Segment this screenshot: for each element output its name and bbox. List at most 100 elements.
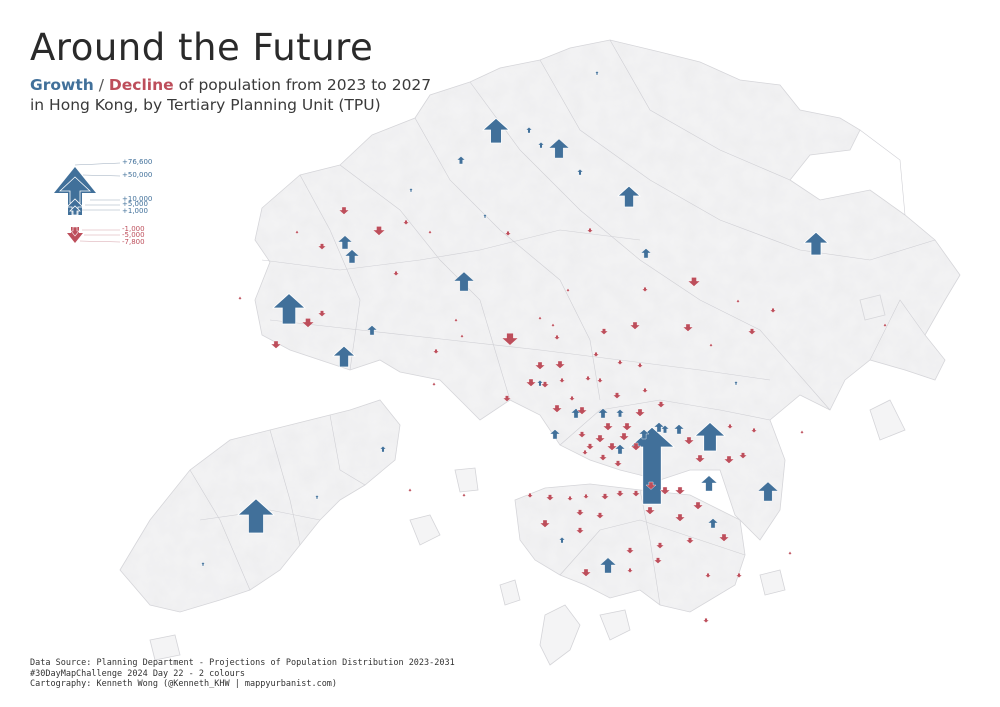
growth-arrow bbox=[456, 156, 466, 165]
decline-arrow bbox=[600, 493, 610, 500]
growth-arrow bbox=[615, 409, 625, 418]
decline-arrow bbox=[687, 277, 701, 287]
decline-arrow bbox=[565, 288, 571, 293]
growth-arrow bbox=[594, 70, 600, 76]
decline-arrow bbox=[270, 340, 282, 349]
decline-arrow bbox=[655, 542, 665, 549]
growth-arrow bbox=[525, 127, 533, 134]
decline-arrow bbox=[621, 422, 633, 431]
decline-arrow bbox=[568, 396, 576, 401]
decline-arrow bbox=[540, 381, 550, 388]
growth-arrow bbox=[733, 380, 739, 386]
decline-arrow bbox=[407, 488, 413, 493]
decline-arrow bbox=[631, 490, 641, 497]
decline-arrow bbox=[595, 512, 605, 519]
growth-arrow bbox=[344, 249, 360, 264]
decline-arrow bbox=[537, 316, 543, 321]
decline-arrow bbox=[534, 361, 546, 370]
growth-arrow bbox=[271, 293, 307, 325]
growth-arrow bbox=[673, 424, 685, 435]
decline-arrow bbox=[613, 460, 623, 467]
decline-arrow bbox=[685, 537, 695, 544]
tpu-boundaries bbox=[189, 39, 936, 606]
decline-arrow bbox=[641, 388, 649, 393]
growth-arrow bbox=[599, 557, 617, 574]
decline-arrow bbox=[402, 220, 410, 225]
decline-arrow bbox=[599, 328, 609, 335]
decline-arrow bbox=[551, 404, 563, 413]
decline-arrow bbox=[431, 382, 437, 387]
growth-arrow bbox=[408, 187, 414, 193]
growth-arrow bbox=[453, 271, 475, 292]
decline-arrow bbox=[432, 349, 440, 354]
growth-arrow bbox=[236, 498, 276, 534]
decline-arrow bbox=[606, 442, 618, 451]
decline-arrow bbox=[735, 573, 743, 578]
decline-arrow bbox=[585, 443, 595, 450]
decline-arrow bbox=[575, 527, 585, 534]
decline-arrow bbox=[577, 431, 587, 438]
decline-arrow bbox=[553, 335, 561, 340]
decline-arrow bbox=[545, 494, 555, 501]
growth-arrow bbox=[537, 142, 545, 149]
decline-arrow bbox=[317, 310, 327, 317]
growth-arrow bbox=[481, 117, 511, 144]
decline-arrow bbox=[566, 496, 574, 501]
decline-arrow bbox=[702, 618, 710, 623]
decline-arrow bbox=[787, 551, 793, 556]
growth-arrow bbox=[802, 231, 830, 256]
decline-arrow bbox=[580, 568, 592, 577]
decline-arrow bbox=[618, 432, 630, 441]
legend-label-10000: +10,000 bbox=[122, 195, 153, 203]
decline-arrow bbox=[674, 513, 686, 522]
growth-arrow bbox=[707, 518, 719, 529]
legend-label-1000: +1,000 bbox=[122, 207, 148, 215]
legend-decline-arrow-small bbox=[70, 226, 80, 237]
decline-arrow bbox=[615, 490, 625, 497]
decline-arrow bbox=[602, 422, 614, 431]
decline-arrow bbox=[502, 395, 512, 402]
growth-arrow bbox=[536, 380, 544, 387]
decline-arrow bbox=[582, 494, 590, 499]
decline-arrow bbox=[882, 323, 888, 328]
decline-arrow bbox=[674, 486, 686, 495]
growth-arrow bbox=[314, 494, 320, 500]
decline-arrow bbox=[575, 509, 585, 516]
decline-arrow bbox=[704, 573, 712, 578]
growth-arrow bbox=[482, 213, 488, 219]
growth-arrow bbox=[660, 425, 670, 434]
growth-arrow bbox=[640, 248, 652, 259]
decline-arrow bbox=[317, 243, 327, 250]
subtitle-line1: of population from 2023 to 2027 bbox=[178, 76, 432, 94]
credit-text: Cartography: Kenneth Wong (@Kenneth_KHW … bbox=[30, 679, 338, 689]
arrow-markers bbox=[200, 70, 888, 623]
growth-arrow bbox=[597, 408, 609, 419]
decline-arrow bbox=[526, 493, 534, 498]
decline-arrow bbox=[558, 378, 566, 383]
decline-arrow bbox=[799, 430, 805, 435]
decline-arrow bbox=[625, 547, 635, 554]
decline-arrow bbox=[592, 352, 600, 357]
decline-arrow bbox=[525, 378, 537, 387]
decline-arrow bbox=[629, 321, 641, 330]
decline-arrow bbox=[581, 450, 589, 455]
decline-arrow bbox=[769, 308, 777, 313]
decline-arrow bbox=[612, 392, 622, 399]
decline-arrow bbox=[392, 271, 400, 276]
map-subtitle: Growth / Decline of population from 2023… bbox=[30, 75, 431, 115]
legend-growth-arrow-medium bbox=[58, 176, 92, 204]
decline-arrow bbox=[682, 323, 694, 332]
growth-arrow bbox=[337, 235, 353, 250]
growth-arrow bbox=[757, 481, 779, 502]
decline-arrow bbox=[626, 568, 634, 573]
decline-arrow bbox=[726, 424, 734, 429]
legend-label-minus-1000: -1,000 bbox=[122, 225, 145, 233]
decline-arrow bbox=[550, 323, 556, 328]
decline-arrow bbox=[294, 230, 300, 235]
decline-arrow bbox=[718, 533, 730, 542]
decline-arrow bbox=[645, 481, 657, 490]
decline-arrow bbox=[747, 328, 757, 335]
growth-arrow bbox=[200, 561, 206, 567]
growth-arrow bbox=[548, 138, 570, 159]
growth-arrow bbox=[614, 444, 626, 455]
